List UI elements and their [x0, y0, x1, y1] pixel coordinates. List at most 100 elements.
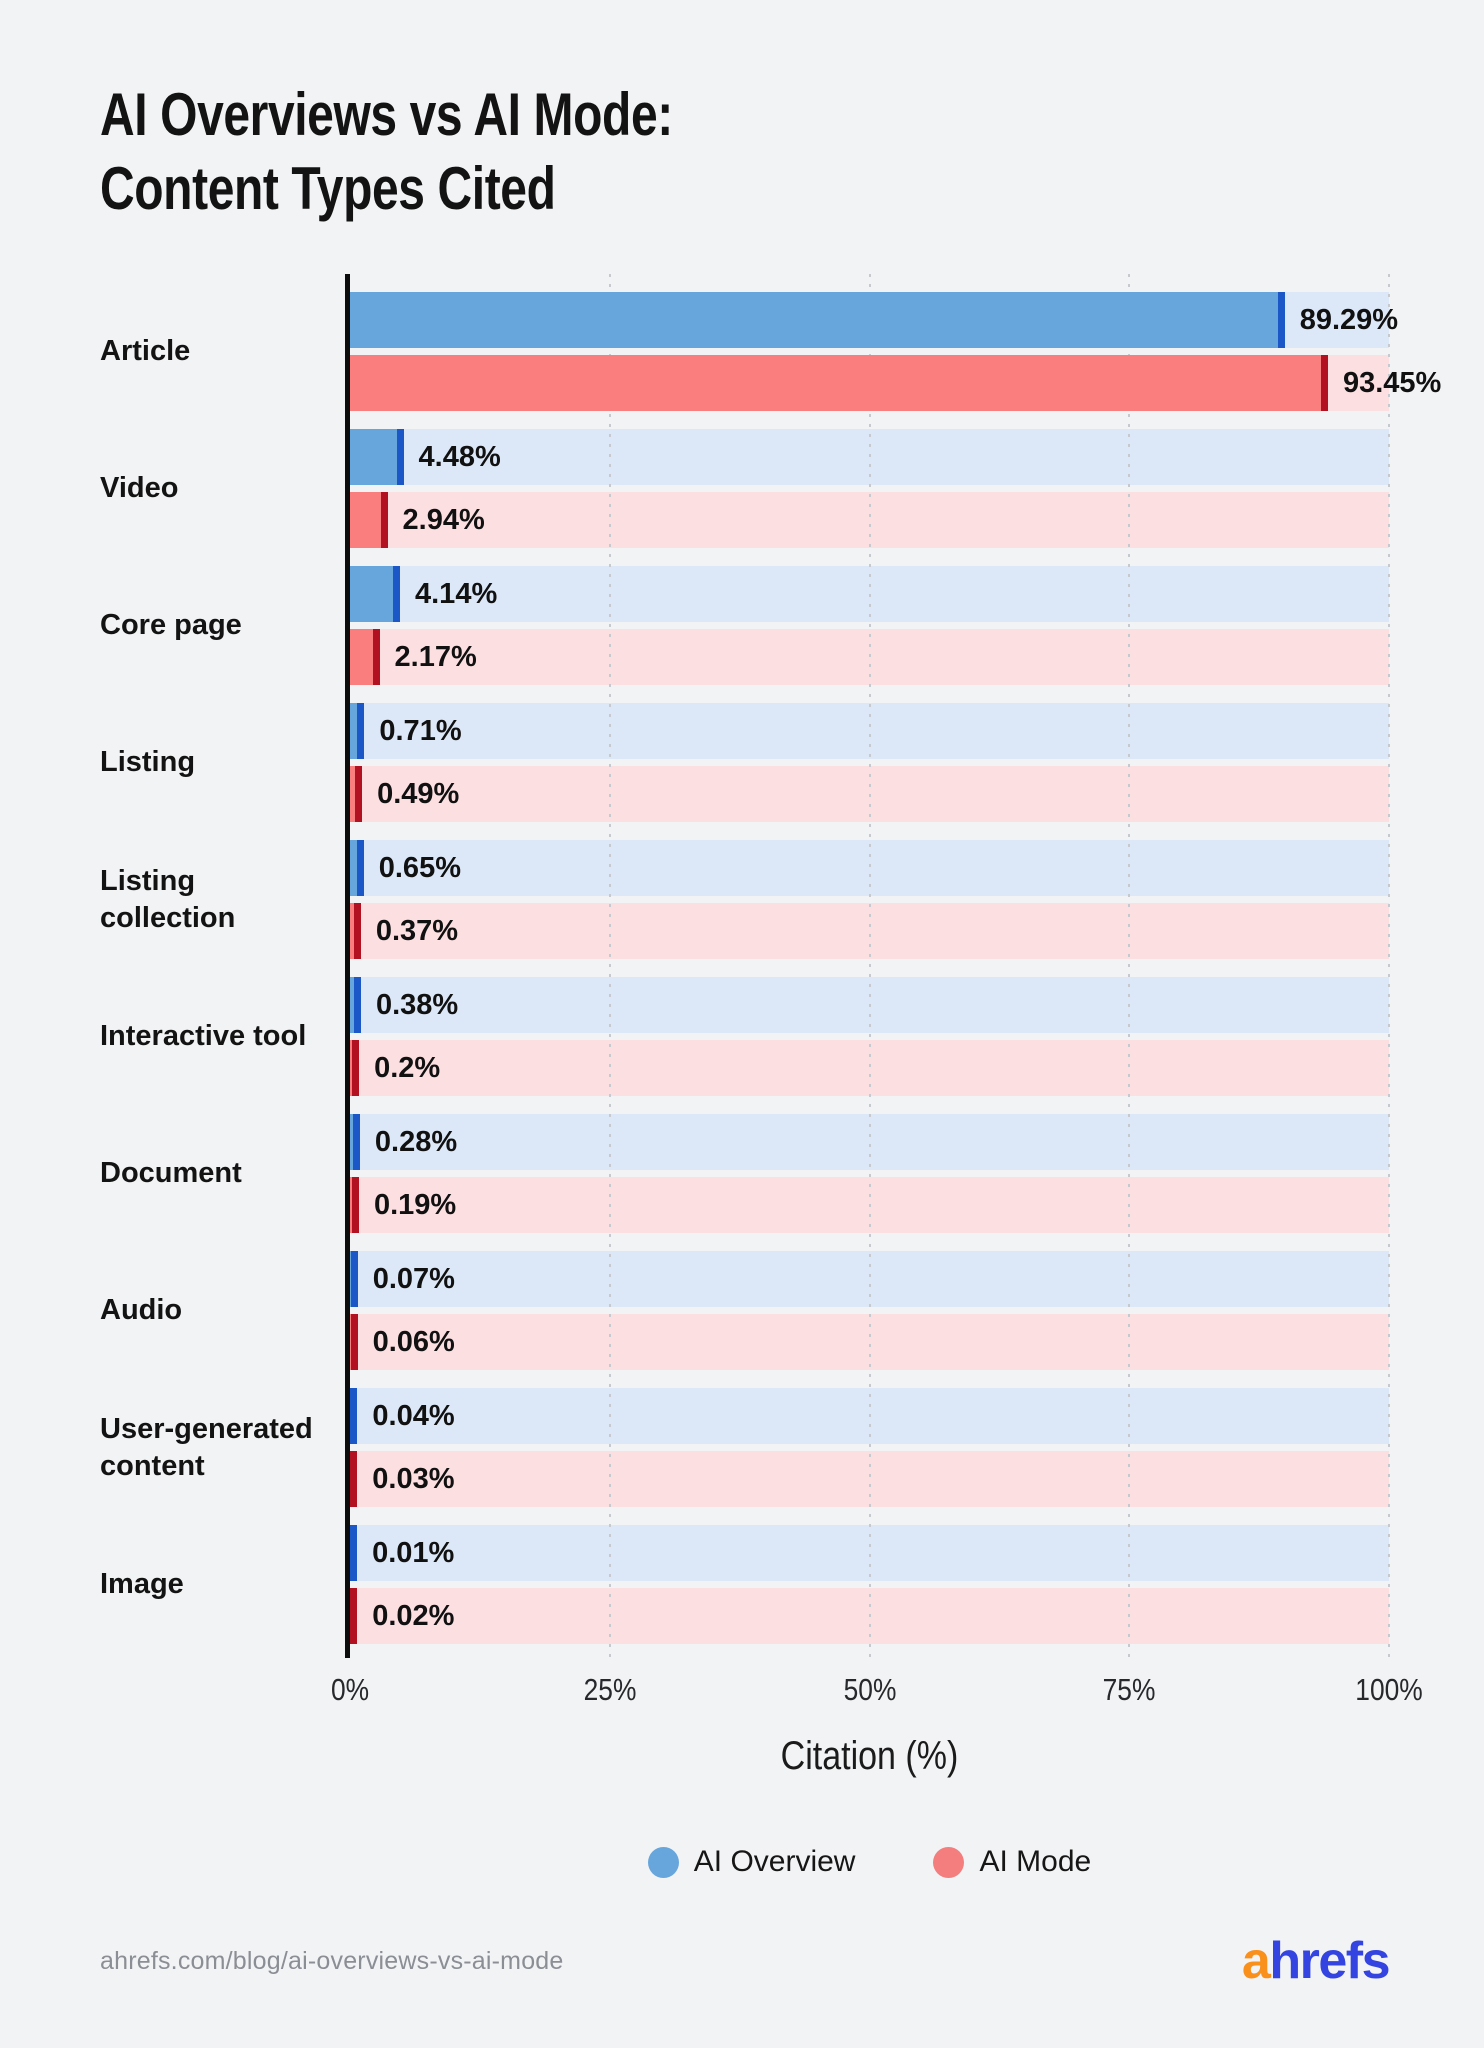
- bar-cap: [357, 703, 365, 759]
- bars-cell: 0.04% 0.03%: [345, 1388, 1389, 1507]
- legend-label: AI Mode: [979, 1845, 1092, 1878]
- bar-cap: [350, 1525, 358, 1581]
- bar-fill: [350, 1251, 351, 1307]
- category-cell: User-generated content: [100, 1388, 345, 1507]
- bar-value-label: 4.48%: [418, 440, 501, 473]
- bar-fill: [350, 1114, 353, 1170]
- bar-value-label: 0.28%: [374, 1125, 458, 1158]
- chart-rows: Article 89.29% 93.45% Video 4.48%: [100, 274, 1441, 1658]
- bar-cap: [352, 1114, 360, 1170]
- bar-value-label: 0.38%: [375, 988, 459, 1021]
- chart-title: AI Overviews vs AI Mode: Content Types C…: [100, 78, 1389, 226]
- x-tick-label: 25%: [583, 1672, 637, 1707]
- bars-cell: 0.71% 0.49%: [345, 703, 1389, 822]
- chart-row: Core page 4.14% 2.17%: [100, 566, 1389, 685]
- bar-fill: [350, 840, 357, 896]
- bar-fill: [350, 492, 381, 548]
- bar-value-label: 89.29%: [1299, 303, 1399, 336]
- legend-dot: [933, 1846, 965, 1878]
- x-axis-ticks: 0% 25% 50% 75% 100%: [331, 1672, 1423, 1714]
- legend-dot: [647, 1846, 679, 1878]
- bar-cap: [353, 903, 361, 959]
- source-url: ahrefs.com/blog/ai-overviews-vs-ai-mode: [100, 1946, 564, 1975]
- category-label: Listing collection: [100, 864, 236, 934]
- bar-cap: [380, 492, 388, 548]
- bar-value-label: 0.65%: [378, 851, 461, 884]
- bar-cap: [1320, 355, 1328, 411]
- chart-row: Image 0.01% 0.02%: [100, 1525, 1389, 1644]
- bar-fill: [350, 1314, 351, 1370]
- bar-fill: [350, 977, 354, 1033]
- bar-cap: [350, 1251, 358, 1307]
- bar-value-label: 0.04%: [372, 1399, 455, 1432]
- bar-fill: [350, 903, 354, 959]
- chart-title-line2: Content Types Cited: [100, 155, 556, 222]
- ahrefs-logo: ahrefs: [1242, 1932, 1391, 1990]
- chart-row: Audio 0.07% 0.06%: [100, 1251, 1389, 1370]
- legend: AI Overview AI Mode: [350, 1845, 1389, 1879]
- category-cell: Document: [100, 1114, 345, 1233]
- legend-item: AI Overview: [647, 1845, 856, 1879]
- bar-fill: [350, 429, 397, 485]
- bar-value-label: 0.49%: [377, 777, 460, 810]
- category-cell: Image: [100, 1525, 345, 1644]
- y-axis-line: [345, 274, 350, 1658]
- bar-value-label: 2.17%: [394, 640, 477, 673]
- category-cell: Listing collection: [100, 840, 345, 959]
- bar-fill: [350, 703, 358, 759]
- bar-value-label: 4.14%: [415, 577, 498, 610]
- category-label: Audio: [100, 1294, 183, 1326]
- category-cell: Core page: [100, 566, 345, 685]
- category-label: Core page: [100, 609, 242, 641]
- x-tick-label: 75%: [1102, 1672, 1156, 1707]
- bar-value-label: 0.02%: [372, 1599, 455, 1632]
- ahrefs-logo-hrefs: hrefs: [1269, 1932, 1390, 1990]
- bar-value-label: 0.07%: [372, 1262, 455, 1295]
- bar-track: 89.29%: [350, 292, 1398, 348]
- category-label: Video: [100, 472, 179, 504]
- bar-value-label: 93.45%: [1342, 366, 1442, 399]
- legend-label: AI Overview: [693, 1845, 856, 1878]
- chart-row: Listing collection 0.65% 0.37%: [100, 840, 1389, 959]
- bar-cap: [356, 840, 364, 896]
- chart-row: Video 4.48% 2.94%: [100, 429, 1389, 548]
- category-cell: Video: [100, 429, 345, 548]
- bar-cap: [372, 629, 380, 685]
- chart-row: Article 89.29% 93.45%: [100, 292, 1441, 411]
- bar-fill: [350, 566, 393, 622]
- bar-cap: [351, 1177, 359, 1233]
- bar-value-label: 0.03%: [372, 1462, 455, 1495]
- category-cell: Article: [100, 292, 345, 411]
- footer: ahrefs.com/blog/ai-overviews-vs-ai-mode …: [100, 1932, 1391, 1990]
- bar-value-label: 0.2%: [374, 1051, 441, 1084]
- bar-cap: [350, 1588, 358, 1644]
- bar-value-label: 0.71%: [379, 714, 462, 747]
- x-axis-title: Citation (%): [780, 1734, 959, 1778]
- bar-cap: [393, 566, 400, 622]
- bar-chart: Article 89.29% 93.45% Video 4.48%: [100, 274, 1441, 1658]
- bar-value-label: 0.06%: [372, 1325, 455, 1358]
- category-label: Interactive tool: [100, 1020, 307, 1052]
- bar-cap: [350, 1451, 358, 1507]
- bar-cap: [396, 429, 404, 485]
- category-cell: Listing: [100, 703, 345, 822]
- bar-fill: [350, 1177, 352, 1233]
- bar-value-label: 0.19%: [373, 1188, 457, 1221]
- bar-cap: [353, 977, 361, 1033]
- chart-row: User-generated content 0.04% 0.03%: [100, 1388, 1389, 1507]
- bar-fill: [350, 629, 373, 685]
- bars-cell: 89.29% 93.45%: [345, 292, 1441, 411]
- bar-cap: [352, 1040, 360, 1096]
- chart-row: Document 0.28% 0.19%: [100, 1114, 1389, 1233]
- x-tick-label: 50%: [843, 1672, 896, 1707]
- x-tick-label: 0%: [330, 1672, 370, 1707]
- x-tick-label: 100%: [1355, 1672, 1423, 1707]
- bar-track: 93.45%: [350, 355, 1441, 411]
- bars-cell: 4.48% 2.94%: [345, 429, 1389, 548]
- bars-cell: 0.38% 0.2%: [345, 977, 1389, 1096]
- bar-value-label: 0.37%: [375, 914, 459, 947]
- chart-row: Interactive tool 0.38% 0.2%: [100, 977, 1389, 1096]
- bars-cell: 0.01% 0.02%: [345, 1525, 1389, 1644]
- bars-cell: 4.14% 2.17%: [345, 566, 1389, 685]
